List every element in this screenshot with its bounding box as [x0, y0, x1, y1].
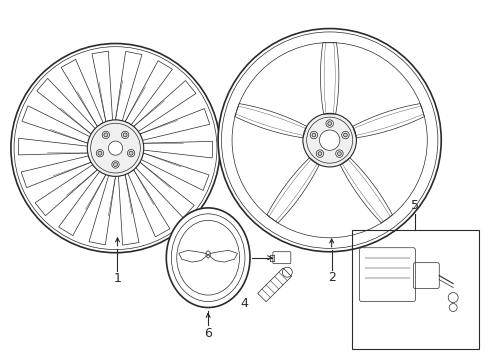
Circle shape — [98, 151, 102, 155]
Circle shape — [11, 44, 220, 253]
Circle shape — [123, 133, 127, 137]
Text: 4: 4 — [240, 297, 247, 310]
Circle shape — [302, 113, 356, 167]
Circle shape — [327, 122, 331, 125]
Circle shape — [311, 133, 315, 137]
Circle shape — [108, 141, 122, 155]
Ellipse shape — [166, 208, 249, 307]
Text: 6: 6 — [204, 327, 212, 340]
Circle shape — [87, 120, 143, 176]
Circle shape — [129, 151, 133, 155]
Circle shape — [218, 28, 440, 252]
Text: 3: 3 — [240, 251, 247, 264]
Circle shape — [319, 130, 339, 150]
Text: 1: 1 — [113, 272, 121, 285]
Circle shape — [103, 133, 108, 137]
Circle shape — [343, 133, 346, 137]
Circle shape — [317, 152, 321, 156]
Text: 5: 5 — [410, 199, 419, 212]
Circle shape — [337, 152, 341, 156]
Circle shape — [113, 162, 117, 166]
Text: 2: 2 — [327, 271, 335, 284]
